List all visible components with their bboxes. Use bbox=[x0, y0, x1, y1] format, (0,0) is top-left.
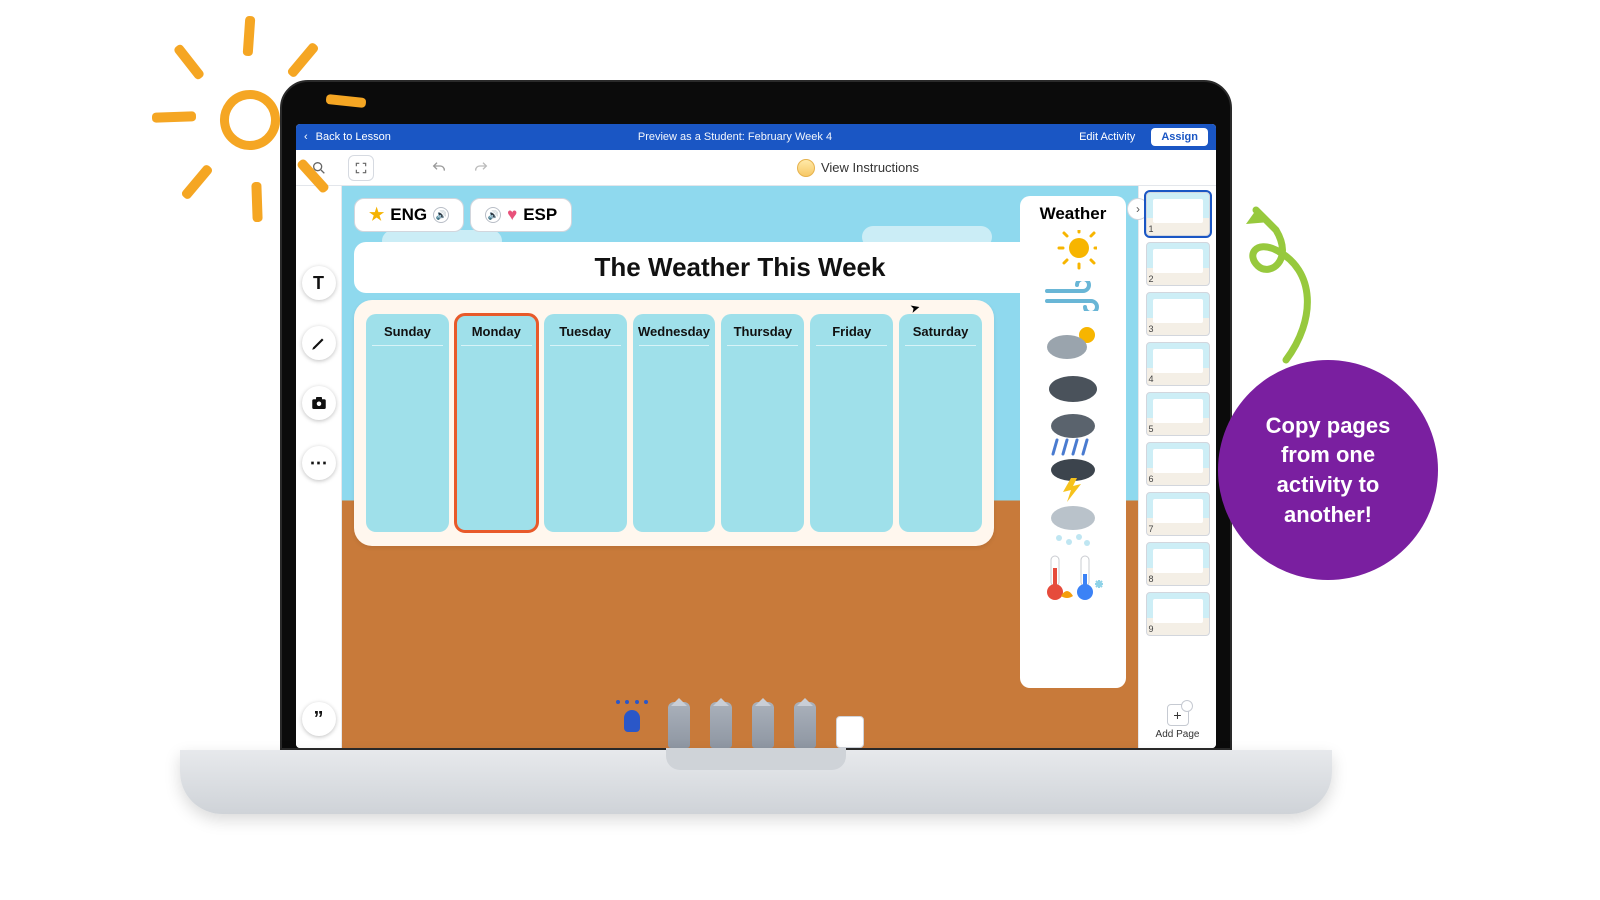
day-header: Wednesday bbox=[633, 314, 716, 345]
page-thumbnail-2[interactable]: 2 bbox=[1146, 242, 1210, 286]
day-header: Tuesday bbox=[544, 314, 627, 345]
add-page-icon bbox=[1167, 704, 1189, 726]
weather-cloudy-icon[interactable] bbox=[1037, 368, 1109, 408]
tool-rail: T ⋯ ” bbox=[296, 186, 342, 748]
page-thumbnail-3[interactable]: 3 bbox=[1146, 292, 1210, 336]
redo-icon[interactable] bbox=[468, 155, 494, 181]
undo-icon[interactable] bbox=[426, 155, 452, 181]
day-header: Saturday bbox=[899, 314, 982, 345]
activity-title: The Weather This Week bbox=[354, 242, 1126, 293]
day-header: Friday bbox=[810, 314, 893, 345]
star-icon: ★ bbox=[369, 205, 384, 225]
assign-button[interactable]: Assign bbox=[1151, 128, 1208, 146]
day-column-friday[interactable]: Friday bbox=[810, 314, 893, 532]
instructions-icon bbox=[797, 159, 815, 177]
page-thumbnail-4[interactable]: 4 bbox=[1146, 342, 1210, 386]
day-column-thursday[interactable]: Thursday bbox=[721, 314, 804, 532]
weather-palette: Weather bbox=[1020, 196, 1126, 688]
editor-toolbar: View Instructions bbox=[296, 150, 1216, 186]
camera-tool-button[interactable] bbox=[302, 386, 336, 420]
marker-tool-3[interactable] bbox=[752, 702, 774, 748]
day-header: Sunday bbox=[366, 314, 449, 345]
marker-tool-2[interactable] bbox=[710, 702, 732, 748]
add-page-button[interactable]: Add Page bbox=[1146, 698, 1210, 742]
day-column-monday[interactable]: Monday bbox=[455, 314, 538, 532]
day-column-wednesday[interactable]: Wednesday bbox=[633, 314, 716, 532]
page-thumbnail-5[interactable]: 5 bbox=[1146, 392, 1210, 436]
weather-thunder-icon[interactable] bbox=[1037, 460, 1109, 500]
weather-snow-icon[interactable] bbox=[1037, 506, 1109, 546]
text-tool-button[interactable]: T bbox=[302, 266, 336, 300]
language-esp-button[interactable]: 🔊 ♥ ESP bbox=[470, 198, 572, 232]
feature-callout: Copy pages from one activity to another! bbox=[1218, 360, 1438, 580]
page-thumbnail-6[interactable]: 6 bbox=[1146, 442, 1210, 486]
app-topbar: ‹ Back to Lesson Preview as a Student: F… bbox=[296, 124, 1216, 150]
activity-canvas[interactable]: ★ ENG 🔊 🔊 ♥ ESP The Weather This Week Su… bbox=[342, 186, 1138, 748]
move-tool-icon[interactable] bbox=[616, 706, 648, 748]
zoom-icon[interactable] bbox=[306, 155, 332, 181]
page-thumbnail-7[interactable]: 7 bbox=[1146, 492, 1210, 536]
weather-sun-icon[interactable] bbox=[1037, 230, 1109, 270]
page-thumbnail-8[interactable]: 8 bbox=[1146, 542, 1210, 586]
app-screen: ➤ ‹ Back to Lesson Preview as a Student:… bbox=[296, 124, 1216, 748]
drawing-tool-tray bbox=[616, 702, 864, 748]
edit-activity-link[interactable]: Edit Activity bbox=[1079, 131, 1135, 143]
speaker-icon: 🔊 bbox=[485, 207, 501, 223]
heart-icon: ♥ bbox=[507, 205, 517, 225]
caption-tool-button[interactable]: ” bbox=[302, 702, 336, 736]
page-thumbnail-9[interactable]: 9 bbox=[1146, 592, 1210, 636]
day-column-tuesday[interactable]: Tuesday bbox=[544, 314, 627, 532]
language-eng-button[interactable]: ★ ENG 🔊 bbox=[354, 198, 464, 232]
day-column-saturday[interactable]: Saturday bbox=[899, 314, 982, 532]
day-column-sunday[interactable]: Sunday bbox=[366, 314, 449, 532]
preview-title: Preview as a Student: February Week 4 bbox=[399, 131, 1071, 143]
fullscreen-icon[interactable] bbox=[348, 155, 374, 181]
day-header: Monday bbox=[455, 314, 538, 345]
weather-thermometers-icon[interactable] bbox=[1037, 552, 1109, 604]
callout-arrow-icon bbox=[1216, 200, 1326, 370]
marker-tool-1[interactable] bbox=[668, 702, 690, 748]
laptop-frame: ➤ ‹ Back to Lesson Preview as a Student:… bbox=[280, 80, 1232, 750]
speaker-icon: 🔊 bbox=[433, 207, 449, 223]
weather-partly-cloudy-icon[interactable] bbox=[1037, 322, 1109, 362]
page-thumbnails: › 123456789 Add Page bbox=[1138, 186, 1216, 748]
weather-rain-icon[interactable] bbox=[1037, 414, 1109, 454]
page-thumbnail-1[interactable]: 1 bbox=[1146, 192, 1210, 236]
back-to-lesson-link[interactable]: Back to Lesson bbox=[316, 131, 391, 143]
weather-week-card: SundayMondayTuesdayWednesdayThursdayFrid… bbox=[354, 300, 994, 546]
eraser-tool[interactable] bbox=[836, 716, 864, 748]
pen-tool-button[interactable] bbox=[302, 326, 336, 360]
marker-tool-4[interactable] bbox=[794, 702, 816, 748]
day-header: Thursday bbox=[721, 314, 804, 345]
view-instructions-button[interactable]: View Instructions bbox=[797, 159, 919, 177]
weather-palette-title: Weather bbox=[1040, 204, 1107, 224]
more-tool-button[interactable]: ⋯ bbox=[302, 446, 336, 480]
weather-wind-icon[interactable] bbox=[1037, 276, 1109, 316]
